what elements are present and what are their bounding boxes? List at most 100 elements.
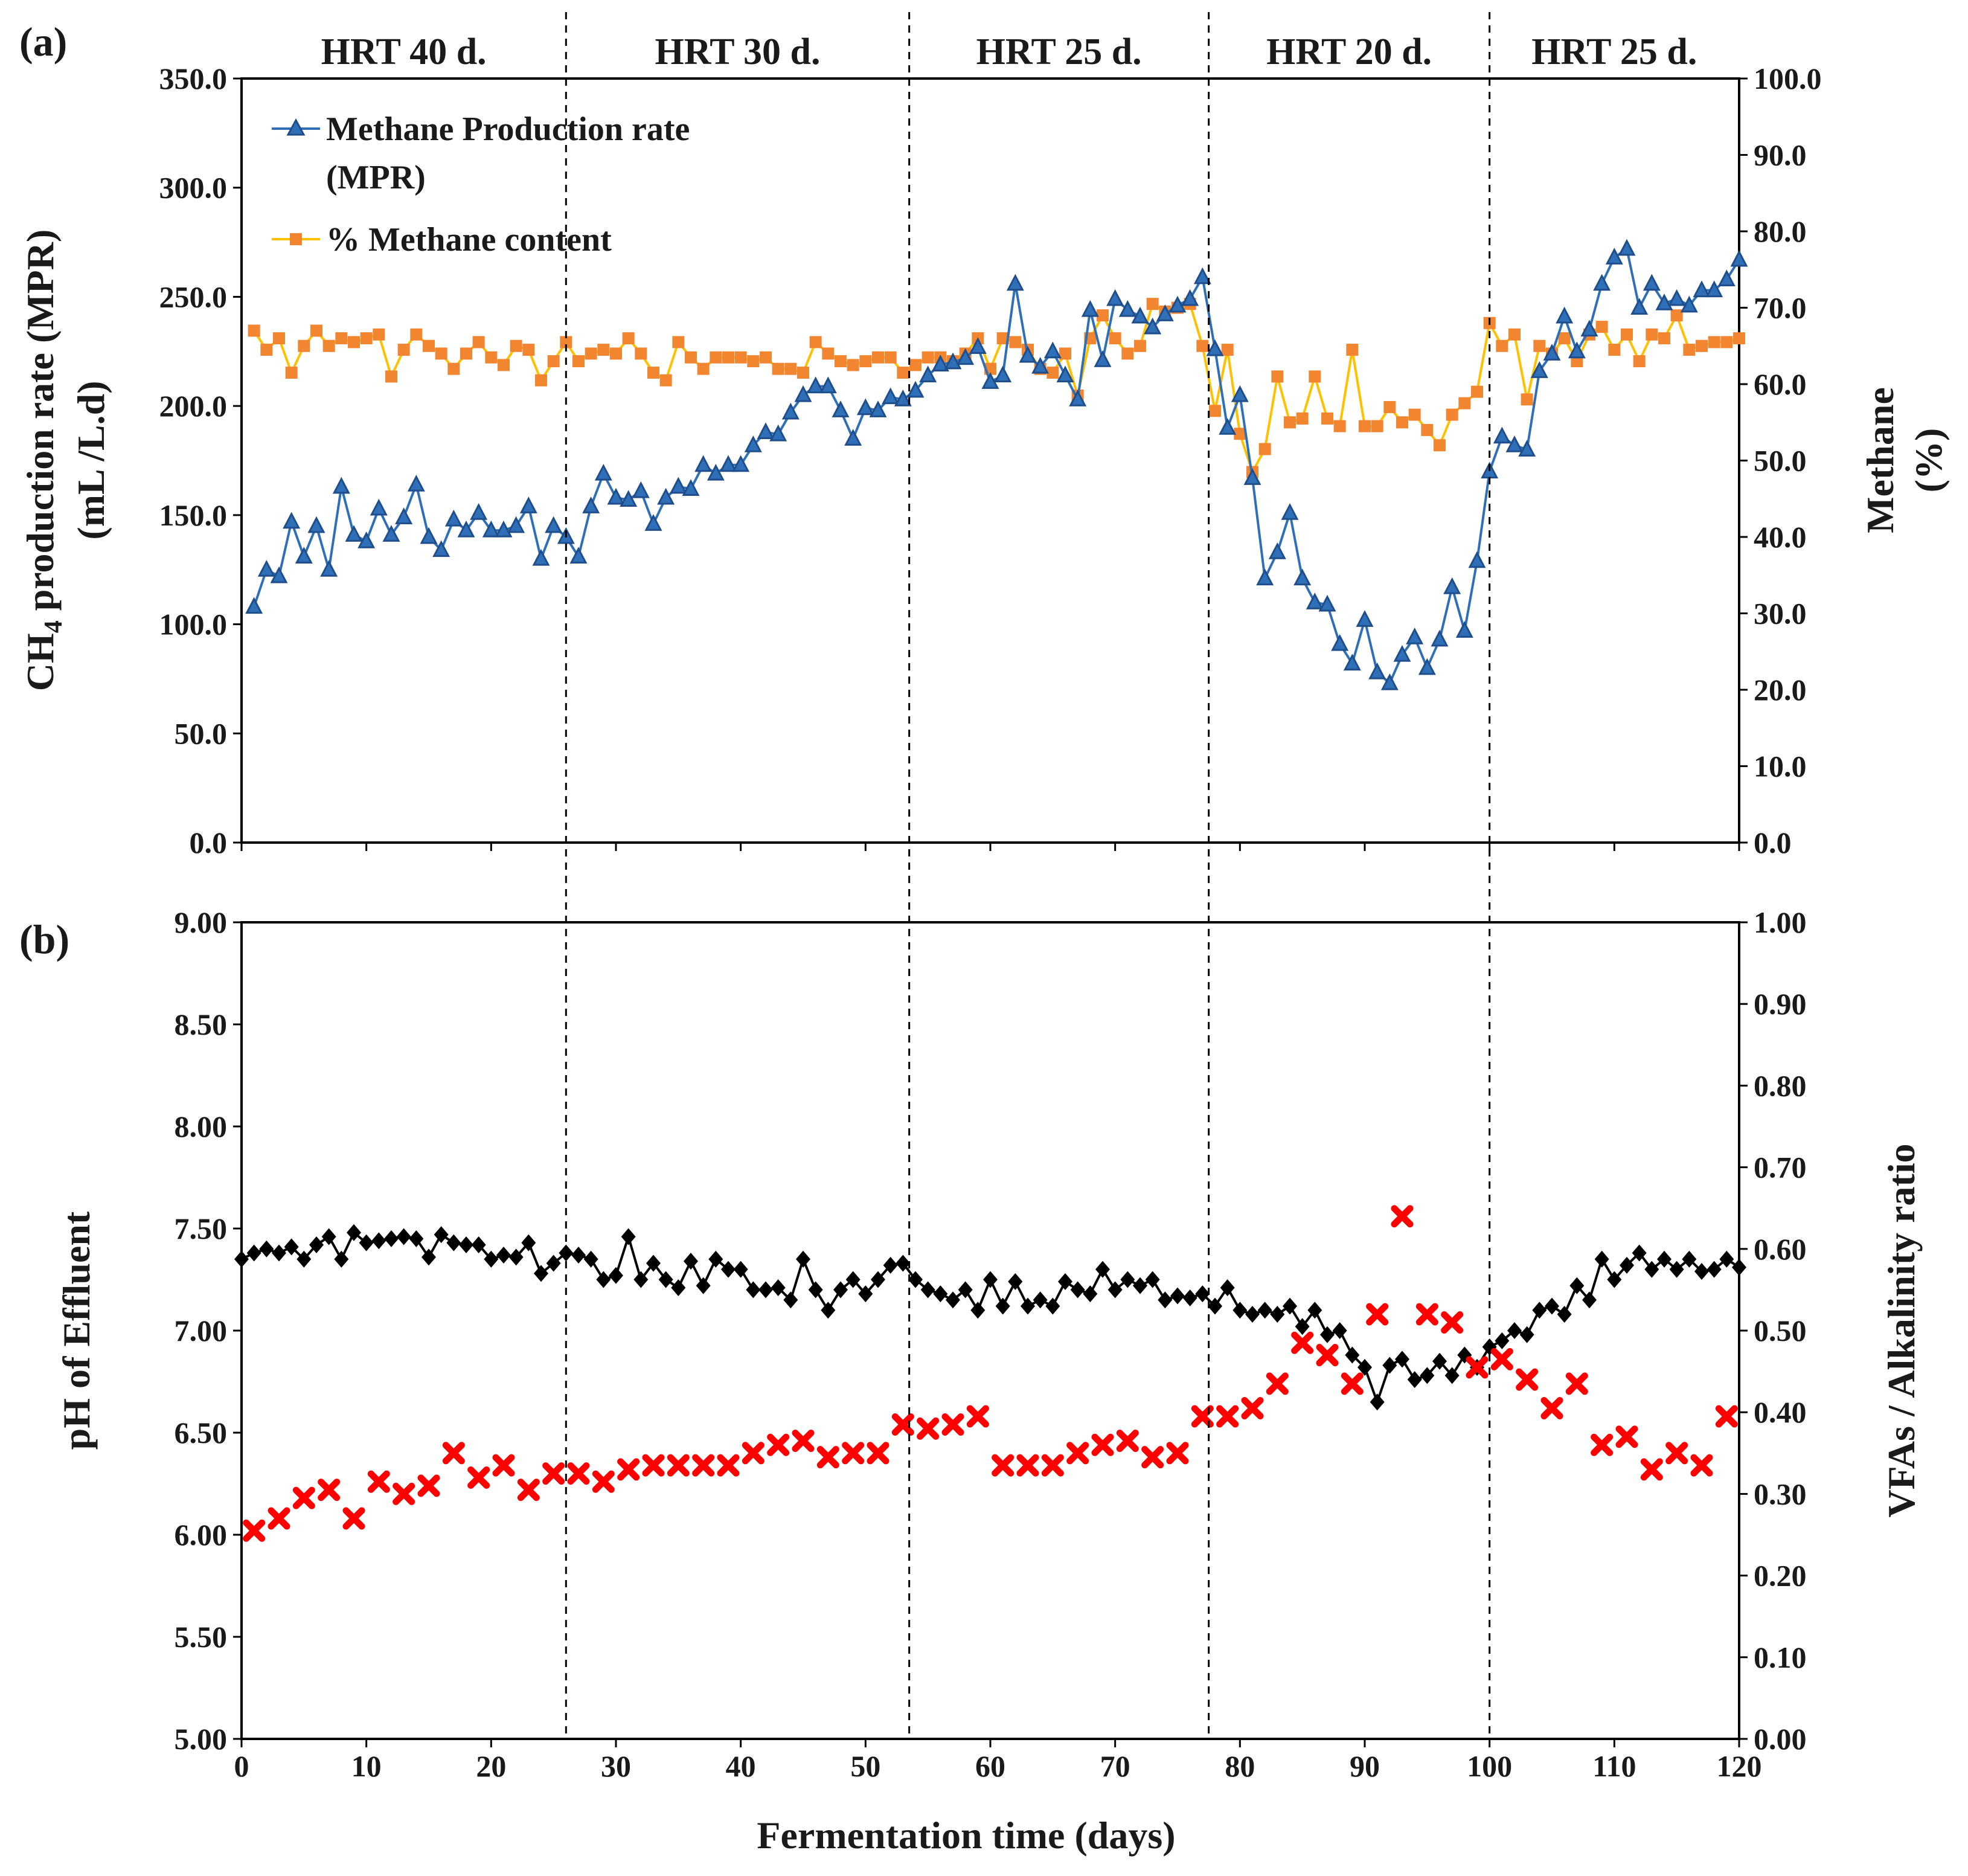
vfa-alkalinity-point [1591,1433,1614,1456]
methane-content-point [285,367,298,379]
mpr-point [395,507,413,524]
ph-point [1620,1256,1634,1274]
ph-point [409,1230,424,1247]
ph-point [496,1246,511,1264]
methane-content-point [1359,420,1371,432]
vfa-alkalinity-point [1715,1405,1738,1428]
x-tick-label: 20 [476,1749,506,1783]
methane-content-point [710,351,722,364]
mpr-point [732,455,750,472]
ph-point [334,1250,349,1268]
ph-point [796,1250,810,1268]
methane-content-point [1446,408,1458,421]
mpr-point [1168,295,1187,313]
y-tick-label: 200.0 [159,389,228,423]
methane-content-point [322,339,335,352]
mpr-point [420,527,438,544]
methane-content-point [610,347,622,360]
panel-a-label: (a) [19,19,67,65]
mpr-point [457,520,475,538]
x-tick-label: 10 [351,1749,382,1783]
legend-mpr-marker [286,118,306,136]
mpr-point [1293,568,1312,586]
ph-point [1058,1273,1072,1290]
series-mpr [245,239,1748,690]
methane-content-point [647,367,659,379]
mpr-point [919,365,937,383]
y-tick-label: 0.80 [1754,1068,1807,1102]
vfa-alkalinity-point [1241,1396,1264,1419]
mpr-point [682,479,700,496]
mpr-point [1006,274,1024,291]
ph-point [1195,1285,1210,1303]
panel-a-x-ticks [240,843,1740,851]
mpr-point [307,516,325,533]
y-tick-label: 100.0 [1754,62,1822,95]
methane-content-point [1209,405,1221,417]
hrt-period-labels: HRT 40 d. HRT 30 d. HRT 25 d. HRT 20 d. HRT … [321,31,1697,72]
methane-content-point [572,355,585,368]
panel-a-plot-area [240,77,1740,844]
x-tick-label: 90 [1350,1749,1380,1783]
ph-point [1208,1297,1222,1315]
ph-point [845,1271,861,1288]
mpr-point [1056,365,1074,383]
mpr-point [944,352,962,370]
legend-mpr-label: Methane Production rate [326,111,690,148]
vfa-alkalinity-point [1041,1454,1064,1477]
ph-point [421,1248,436,1266]
vfa-alkalinity-point [1091,1433,1114,1456]
mpr-point [1406,628,1424,644]
ph-point [1594,1250,1609,1268]
x-axis-title: Fermentation time (days) [757,1814,1175,1857]
ph-point [684,1253,698,1270]
methane-content-point [1496,339,1508,352]
mpr-point [295,547,313,564]
methane-content-point [1284,416,1296,429]
methane-content-point [447,362,460,375]
y-tick-label: 7.00 [175,1314,228,1348]
mpr-point [819,376,837,394]
vfa-alkalinity-point [1116,1430,1139,1453]
vfa-alkalinity-point [1191,1405,1214,1428]
mpr-point [1643,274,1661,291]
mpr-point [1431,629,1449,647]
methane-content-point [1059,347,1071,360]
panel-a-left-ticks: 0.0 50.0 100.0 150.0 200.0 250.0 300.0 350.0 [159,62,242,859]
mpr-point [1131,306,1149,324]
y-tick-label: 300.0 [159,171,228,205]
mpr-point [882,387,900,405]
mpr-point [594,463,612,481]
mpr-point [432,540,450,557]
mpr-point [245,597,263,614]
ph-point [471,1236,486,1254]
x-tick-label: 70 [1100,1749,1130,1783]
mpr-point [1144,317,1162,335]
mpr-point [969,337,987,355]
mpr-line [252,247,1740,685]
ph-point [1444,1367,1460,1384]
mpr-point [719,455,737,472]
methane-content-point [435,347,447,360]
mpr-point [1118,300,1136,317]
ph-point [1732,1259,1746,1276]
y-tick-label: 1.00 [1754,905,1807,939]
methane-content-point [1309,370,1321,383]
ph-point [484,1250,499,1268]
mpr-point [1705,280,1723,298]
ph-point [808,1281,823,1299]
methane-content-point [397,344,410,356]
series-vfa-alkalinity [243,1205,1738,1542]
ph-point [1657,1250,1672,1268]
vfa-alkalinity-point [1490,1348,1513,1370]
panel-a-right-axis-title: Methane [1859,387,1902,533]
ph-point [296,1250,312,1268]
ph-point [1395,1351,1409,1368]
methane-content-point [560,336,572,349]
methane-content-point [472,336,485,349]
methane-content-point [335,332,348,345]
vfa-alkalinity-point [268,1507,290,1530]
vfa-alkalinity-point [1316,1344,1339,1367]
methane-content-point [535,374,547,387]
methane-content-point [1621,328,1633,341]
